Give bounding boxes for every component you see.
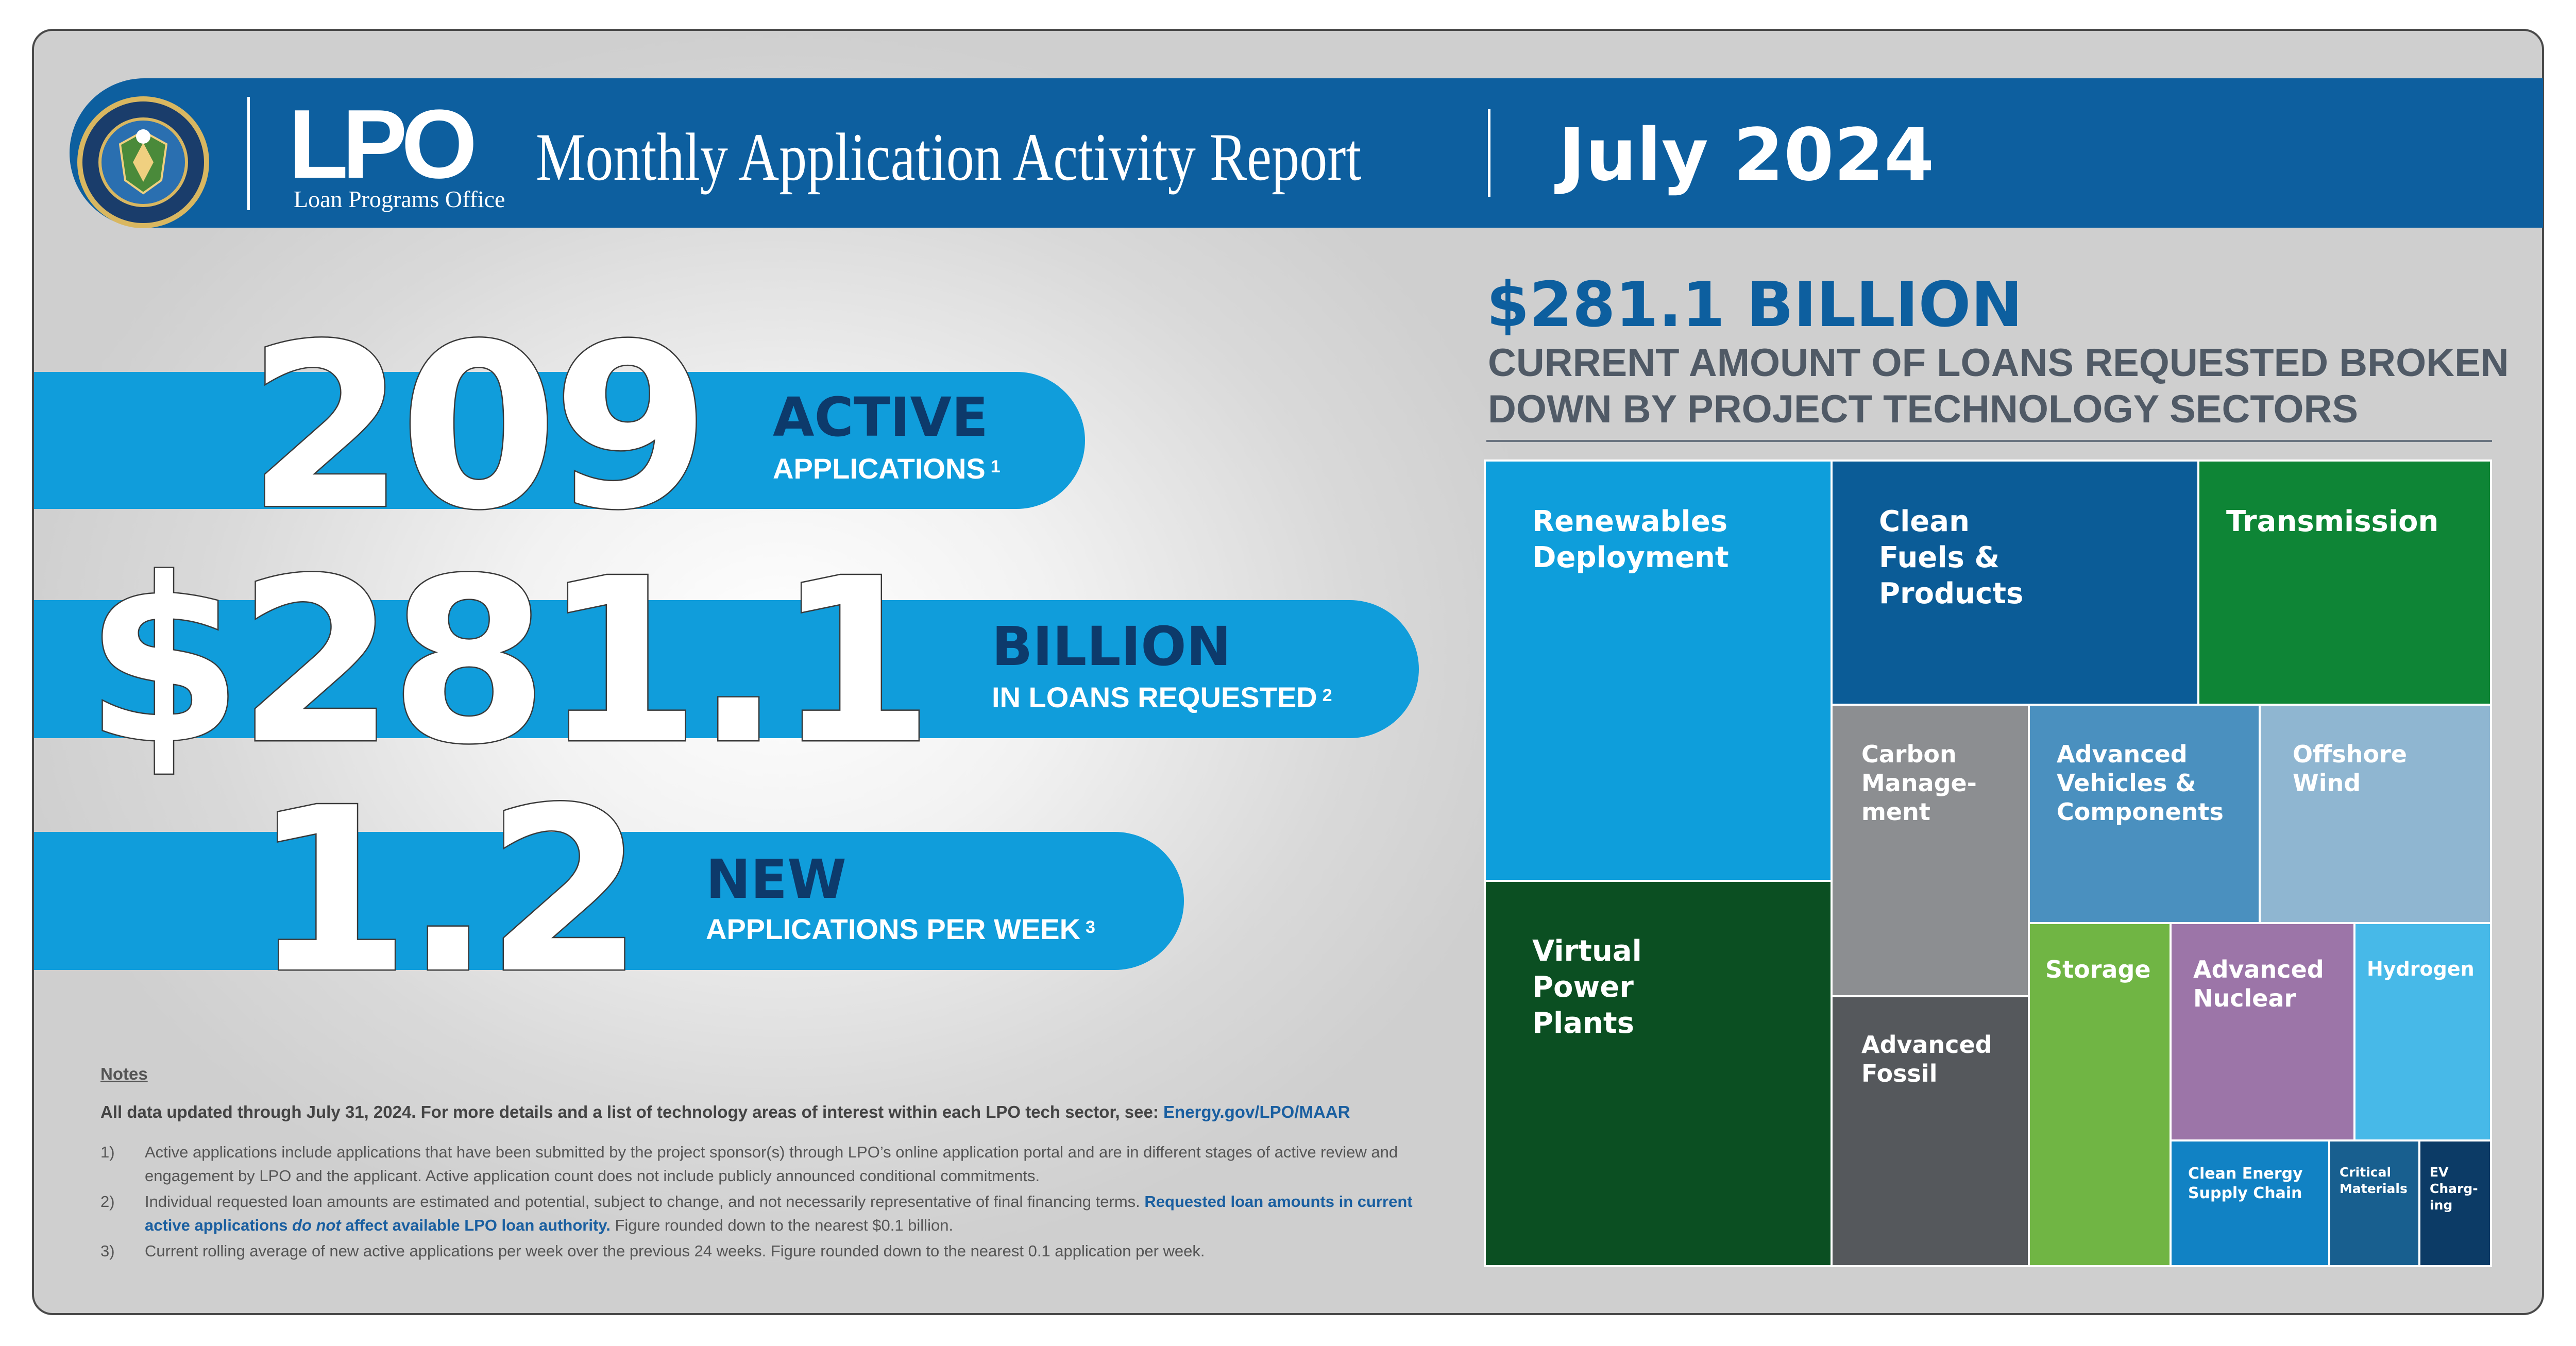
doe-seal-icon: [76, 95, 210, 229]
header-divider: [247, 97, 250, 210]
sector-hydrogen: Hydrogen: [2353, 922, 2492, 1141]
sector-virtual-power-plants: Virtual Power Plants: [1484, 880, 1833, 1267]
note-3: 3) Current rolling average of new active…: [100, 1242, 1205, 1260]
stat-sub-new: APPLICATIONS PER WEEK 3: [706, 913, 1095, 945]
stat-pill-loans: [34, 600, 1419, 738]
stat-number-active: 209: [246, 296, 711, 559]
sector-ev-charging: EV Charg- ing: [2418, 1139, 2492, 1267]
sector-advanced-fossil: Advanced Fossil: [1831, 995, 2030, 1267]
sector-advanced-vehicles-components: Advanced Vehicles & Components: [2028, 704, 2261, 924]
sector-clean-energy-supply-chain: Clean Energy Supply Chain: [2170, 1139, 2330, 1267]
header-band: [70, 78, 2543, 228]
sector-transmission: Transmission: [2197, 459, 2492, 706]
note-1: 1) Active applications include applicati…: [100, 1143, 1398, 1185]
breakdown-subtitle: CURRENT AMOUNT OF LOANS REQUESTED BROKEN…: [1488, 341, 2509, 431]
stat-pill-active: [34, 372, 1085, 509]
stat-number-new: 1.2: [251, 759, 645, 1023]
stat-pill-new: [34, 832, 1184, 970]
stat-sub-active: APPLICATIONS 1: [773, 452, 1001, 485]
stat-head-loans: BILLION: [992, 615, 1231, 678]
sector-clean-fuels-products: Clean Fuels & Products: [1831, 459, 2199, 706]
sector-critical-materials: Critical Materials: [2328, 1139, 2420, 1267]
breakdown-divider: [1486, 440, 2492, 442]
report-date: July 2024: [1558, 113, 1935, 197]
report-title: Monthly Application Activity Report: [536, 119, 1362, 195]
notes-lead: All data updated through July 31, 2024. …: [100, 1102, 1350, 1121]
sector-carbon-management: Carbon Manage- ment: [1831, 704, 2030, 997]
notes-title: Notes: [100, 1064, 148, 1083]
sector-storage: Storage: [2028, 922, 2172, 1267]
sector-renewables-deployment: Renewables Deployment: [1484, 459, 1833, 882]
breakdown-title: $281.1 BILLION: [1486, 269, 2023, 341]
sector-advanced-nuclear: Advanced Nuclear: [2170, 922, 2355, 1141]
note-2: 2) Individual requested loan amounts are…: [100, 1192, 1413, 1234]
stat-sub-loans: IN LOANS REQUESTED 2: [992, 681, 1332, 713]
stat-head-active: ACTIVE: [773, 386, 988, 449]
header-divider: [1488, 109, 1490, 197]
sector-offshore-wind: Offshore Wind: [2259, 704, 2492, 924]
maar-link[interactable]: Energy.gov/LPO/MAAR: [1163, 1102, 1350, 1121]
lpo-logo-subtitle: Loan Programs Office: [294, 186, 505, 212]
lpo-logo: LPO: [289, 90, 478, 199]
stat-number-loans: $281.1: [84, 530, 936, 794]
stat-head-new: NEW: [706, 848, 846, 911]
